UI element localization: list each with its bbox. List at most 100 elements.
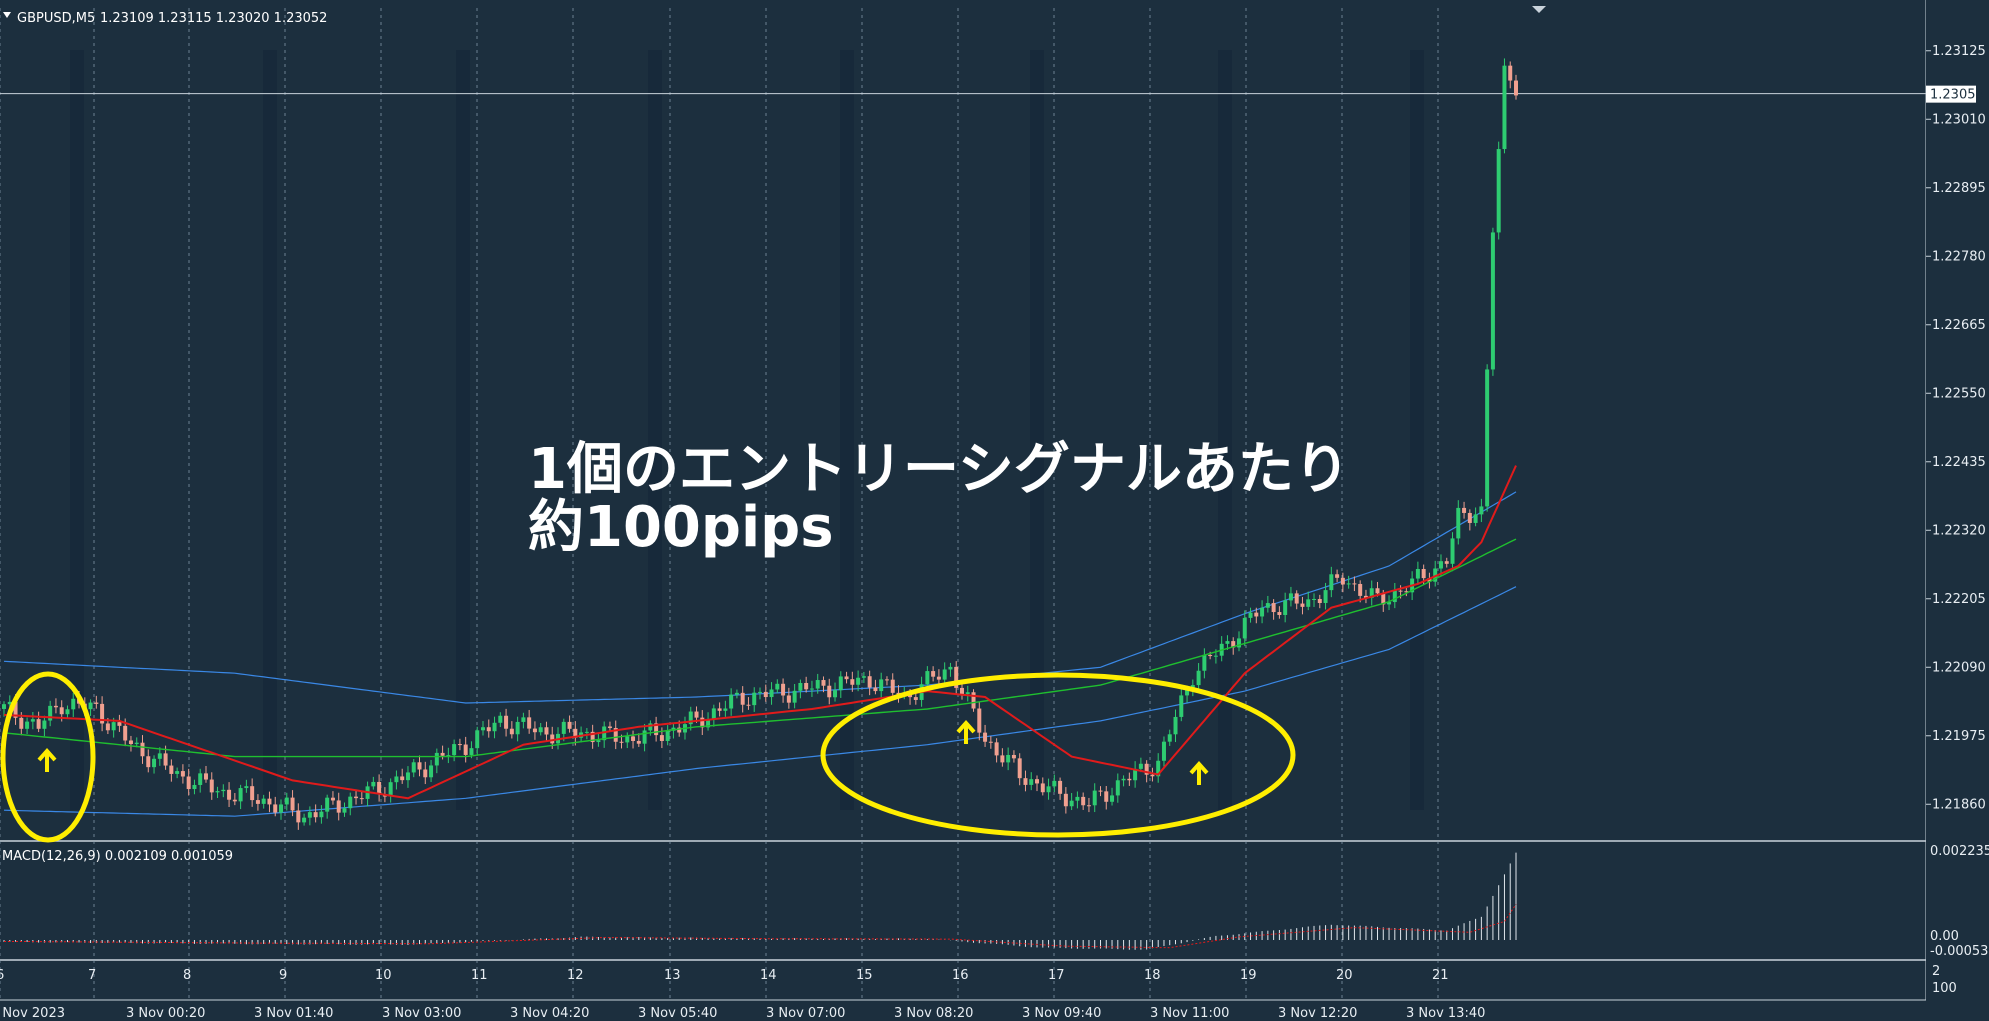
candle-body xyxy=(1485,369,1490,507)
overlay-line2: 約100pips xyxy=(528,495,834,560)
candle-body xyxy=(1121,778,1126,781)
candle-body xyxy=(1075,796,1080,801)
candle-body xyxy=(1029,779,1034,785)
candle-body xyxy=(1450,538,1455,564)
current-price-label: 1.23053 xyxy=(1930,88,1984,103)
candle-body xyxy=(1017,758,1022,779)
candle-body xyxy=(1242,617,1247,639)
candle-body xyxy=(1202,654,1207,671)
candle-body xyxy=(1369,588,1374,598)
price-tick-label: 1.22550 xyxy=(1932,386,1986,401)
candle-body xyxy=(1086,805,1091,807)
candle-body xyxy=(417,762,422,770)
candle-body xyxy=(267,798,272,805)
candle-body xyxy=(1144,763,1149,775)
candle-body xyxy=(596,740,601,743)
time-tick-label: 3 Nov 13:40 xyxy=(1406,1006,1485,1021)
price-tick-label: 1.22090 xyxy=(1932,660,1986,675)
candle-body xyxy=(238,788,243,802)
candle-body xyxy=(423,769,428,778)
shift-marker-icon xyxy=(1532,6,1546,13)
candle-body xyxy=(1098,790,1103,792)
time-tick-label: 3 Nov 08:20 xyxy=(894,1006,973,1021)
candle-body xyxy=(388,782,393,797)
macd-tick-label: 0.00 xyxy=(1930,929,1959,944)
dropdown-triangle-icon[interactable] xyxy=(3,12,11,18)
time-tick-label: 3 Nov 12:20 xyxy=(1278,1006,1357,1021)
candle-body xyxy=(642,730,647,744)
candle-body xyxy=(619,741,624,743)
candle-body xyxy=(336,800,341,813)
candle-body xyxy=(769,689,774,698)
candle-body xyxy=(1161,741,1166,761)
candle-body xyxy=(1415,568,1420,579)
candle-body xyxy=(1398,590,1403,592)
candle-body xyxy=(348,796,353,809)
candle-body xyxy=(1035,779,1040,784)
candle-body xyxy=(965,692,970,694)
candle-body xyxy=(1127,778,1132,781)
candle-body xyxy=(734,692,739,695)
candle-body xyxy=(94,702,99,704)
candle-body xyxy=(827,685,832,698)
candle-body xyxy=(613,728,618,742)
candle-body xyxy=(128,740,133,745)
candle-body xyxy=(1514,80,1518,96)
candle-body xyxy=(486,727,491,732)
candle-body xyxy=(469,748,474,755)
session-stripe xyxy=(648,50,662,810)
candle-body xyxy=(763,691,768,698)
candle-body xyxy=(1185,689,1190,696)
candle-body xyxy=(434,752,439,766)
hour-tick-label: 11 xyxy=(471,968,488,983)
candle-body xyxy=(821,680,826,686)
entry-arrow-3-head xyxy=(1189,760,1209,775)
candle-body xyxy=(1387,602,1392,605)
candle-body xyxy=(1335,574,1340,578)
candle-body xyxy=(879,679,884,692)
candle-body xyxy=(1329,574,1334,591)
candle-body xyxy=(1052,780,1057,787)
candle-body xyxy=(925,671,930,685)
candle-body xyxy=(931,671,936,677)
candle-body xyxy=(527,717,532,729)
candle-body xyxy=(504,715,509,729)
candle-body xyxy=(1150,774,1155,777)
candle-body xyxy=(1306,599,1311,607)
candle-body xyxy=(180,771,185,777)
session-stripe xyxy=(1030,50,1044,810)
candle-body xyxy=(1265,603,1270,608)
axis-layer: 6 7 8 9 10 11 12 13 14 15 16 17 18 19 20 21 2 Nov 2023 3 … xyxy=(0,6,1989,1021)
candle-body xyxy=(752,692,757,706)
candle-body xyxy=(1346,583,1351,585)
hour-tick-label: 12 xyxy=(567,968,584,983)
candle-body xyxy=(1000,755,1005,763)
time-tick-label: 3 Nov 07:00 xyxy=(766,1006,845,1021)
session-stripe xyxy=(456,50,470,810)
candle-body xyxy=(452,744,457,756)
candle-body xyxy=(1213,655,1218,657)
candle-body xyxy=(209,779,214,793)
candle-body xyxy=(1490,232,1495,370)
candle-body xyxy=(59,707,64,715)
price-tick-label: 1.22435 xyxy=(1932,455,1986,470)
overlay-line1: 1個のエントリーシグナルあたり xyxy=(528,437,1350,502)
candle-body xyxy=(809,688,814,690)
candle-body xyxy=(429,765,434,778)
candle-body xyxy=(654,723,659,736)
candle-body xyxy=(1110,795,1115,802)
candle-body xyxy=(100,703,105,724)
price-tick-label: 1.22780 xyxy=(1932,249,1986,264)
candle-body xyxy=(411,762,416,773)
candle-body xyxy=(457,744,462,746)
candle-body xyxy=(936,676,941,680)
candle-body xyxy=(1312,598,1317,600)
hour-tick-label: 6 xyxy=(0,968,4,983)
candle-body xyxy=(659,735,664,741)
entry-arrow-1-head xyxy=(37,747,57,762)
candle-body xyxy=(123,725,128,741)
candle-body xyxy=(13,701,18,718)
candle-body xyxy=(250,786,255,801)
